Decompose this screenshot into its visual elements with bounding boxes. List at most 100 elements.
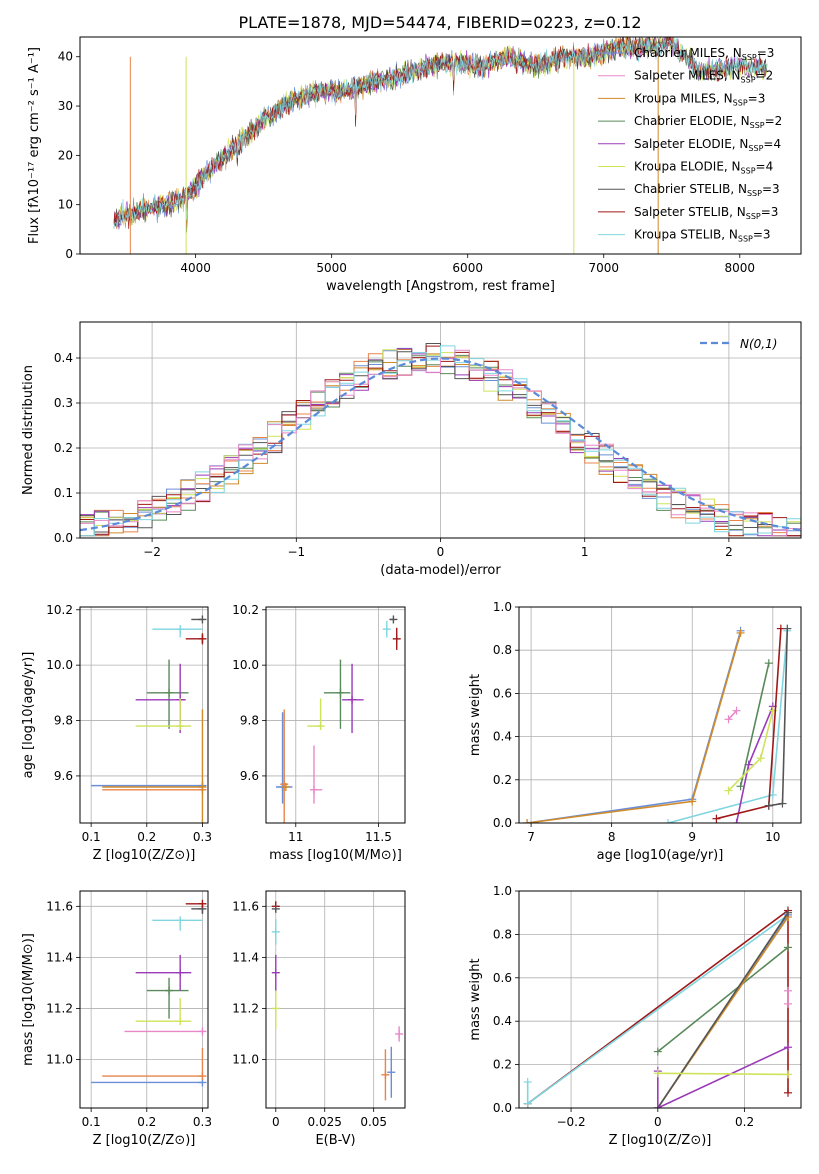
x-axis-label: Z [log10(Z/Z⊙)] (609, 1133, 712, 1148)
weight-line-kroupa_elodie (657, 1072, 789, 1076)
y-tick-label: 0.2 (493, 773, 512, 787)
plot-area-age_vs_mass (275, 615, 401, 823)
x-tick-label: 0.1 (82, 830, 101, 844)
x-axis-label: (data-model)/error (380, 563, 501, 578)
y-axis-label: mass weight (468, 958, 483, 1040)
histogram-kroupa_stelib (80, 345, 801, 537)
x-tick-label: 0 (272, 1115, 280, 1129)
y-tick-label: 10 (58, 198, 73, 212)
x-axis-label: mass [log10(M/M⊙)] (269, 848, 402, 863)
legend-suffix: =3 (761, 205, 779, 219)
panel-residuals: −2 −1 0 1 2 0.0 0.1 0.2 0.3 0.4 (data-model)/error… (21, 321, 802, 578)
y-tick-label: 0.0 (493, 1101, 512, 1115)
y-tick-label: 0.3 (54, 396, 73, 410)
x-tick-label: −1 (287, 545, 305, 559)
weight-line-chabrier_stelib (657, 912, 789, 1108)
legend-text: Salpeter MILES, N (634, 69, 741, 83)
legend-sub: SSP (746, 212, 761, 221)
x-tick-label: 6000 (452, 261, 483, 275)
axes-frame (518, 890, 802, 1109)
legend-text: Kroupa ELODIE, N (634, 160, 741, 174)
weight-line-chabrier_miles (526, 630, 742, 823)
y-axis-label: mass [log10(M/M⊙)] (21, 933, 36, 1066)
legend-label: Chabrier STELIB, NSSP=3 (634, 182, 780, 198)
y-tick-label: 0.8 (493, 927, 512, 941)
y-tick-label: 0.1 (54, 486, 73, 500)
y-tick-label: 9.8 (54, 714, 73, 728)
weight-line-salpeter_elodie (657, 1046, 789, 1108)
legend-sub: SSP (748, 144, 763, 153)
plot-area-massweight_vs_age (523, 624, 792, 823)
legend-text: Kroupa MILES, N (634, 91, 733, 105)
legend-sub: SSP (750, 121, 765, 130)
legend-suffix: =3 (762, 182, 780, 196)
axes-frame (265, 606, 406, 824)
x-tick-label: 7 (527, 830, 535, 844)
weight-line-chabrier_elodie (657, 946, 789, 1053)
y-tick-label: 11.6 (46, 899, 73, 913)
legend-text: Salpeter STELIB, N (634, 205, 746, 219)
y-tick-label: 0 (65, 247, 73, 261)
x-tick-label: −0.2 (556, 1115, 585, 1129)
y-tick-label: 10.0 (46, 658, 73, 672)
y-tick-label: 0.0 (493, 816, 512, 830)
x-tick-label: 0.3 (193, 830, 212, 844)
x-tick-label: 0.05 (360, 1115, 387, 1129)
y-tick-label: 1.0 (493, 600, 512, 614)
grid-massweight_vs_Z (519, 890, 801, 1109)
y-tick-label: 0.4 (54, 351, 73, 365)
x-tick-label: 11.5 (365, 830, 392, 844)
x-tick-label: 11 (288, 830, 303, 844)
legend-text: Chabrier STELIB, N (634, 182, 747, 196)
legend-sub: SSP (742, 53, 757, 62)
x-tick-label: 0.1 (82, 1115, 101, 1129)
legend-sub: SSP (741, 167, 756, 176)
y-tick-label: 0.0 (54, 531, 73, 545)
x-tick-label: 0.2 (735, 1115, 754, 1129)
y-tick-label: 9.8 (240, 714, 259, 728)
x-axis-label: age [log10(age/yr)] (597, 848, 724, 863)
legend-suffix: =2 (765, 114, 783, 128)
y-tick-label: 11.4 (232, 950, 259, 964)
y-tick-label: 0.8 (493, 643, 512, 657)
x-tick-label: 0.3 (193, 1115, 212, 1129)
y-axis-label: mass weight (468, 674, 483, 756)
legend-sub: SSP (747, 189, 762, 198)
figure-title: PLATE=1878, MJD=54474, FIBERID=0223, z=0… (238, 13, 641, 32)
axes-frame (518, 606, 802, 824)
legend-label: Chabrier MILES, NSSP=3 (634, 46, 774, 62)
legend-suffix: =4 (756, 160, 774, 174)
legend-suffix: =3 (753, 228, 771, 242)
legend-text: Chabrier MILES, N (634, 46, 742, 60)
y-tick-label: 0.6 (493, 686, 512, 700)
plot-area-residuals (80, 343, 801, 537)
legend-label: Kroupa ELODIE, NSSP=4 (634, 160, 773, 176)
y-tick-label: 10.2 (232, 603, 259, 617)
y-tick-label: 10.0 (232, 658, 259, 672)
y-tick-label: 1.0 (493, 884, 512, 898)
panel-massweight_vs_Z: −0.2 0 0.2 0.0 0.2 0.4 0.6 0.8 1.0 Z [log10(Z/Z⊙)… (468, 884, 802, 1148)
y-tick-label: 11.2 (46, 1001, 73, 1015)
legend-suffix: =3 (757, 46, 775, 60)
legend-suffix: =2 (756, 69, 774, 83)
x-axis-label: wavelength [Angstrom, rest frame] (326, 279, 555, 294)
x-tick-label: 7000 (588, 261, 619, 275)
y-tick-label: 40 (58, 50, 73, 64)
panel-mass_vs_Z: 0.1 0.2 0.3 11.0 11.2 11.4 11.6 Z [log10(Z/Z⊙)]… (21, 890, 212, 1148)
y-axis-label: Normed distribution (21, 365, 36, 495)
x-tick-label: 2 (725, 545, 733, 559)
panel-age_vs_Z: 0.1 0.2 0.3 9.6 9.8 10.0 10.2 Z [log10(Z/Z⊙)] ag… (21, 603, 212, 863)
y-tick-label: 30 (58, 99, 73, 113)
x-tick-label: −2 (143, 545, 161, 559)
legend-text: Kroupa STELIB, N (634, 228, 738, 242)
y-tick-label: 11.0 (232, 1052, 259, 1066)
x-tick-label: 9 (688, 830, 696, 844)
y-tick-label: 9.6 (54, 769, 73, 783)
x-axis-label: Z [log10(Z/Z⊙)] (93, 1133, 196, 1148)
x-axis-label: E(B-V) (315, 1133, 355, 1148)
plot-area-mass_vs_ebv (271, 901, 404, 1101)
legend-suffix: =4 (763, 137, 781, 151)
